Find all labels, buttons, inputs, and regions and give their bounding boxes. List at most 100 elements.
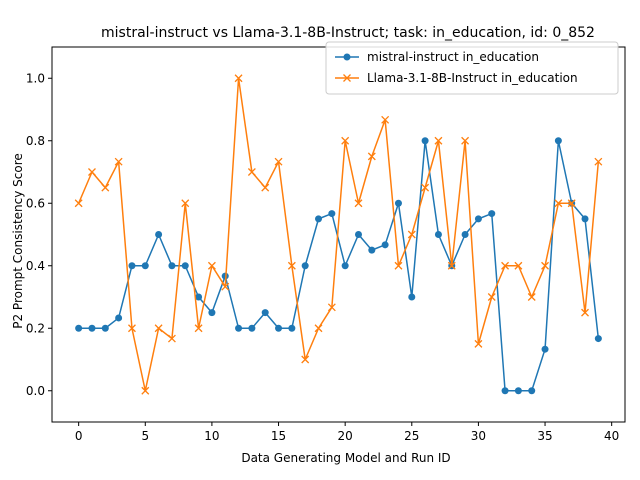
x-tick-label: 15 bbox=[271, 429, 286, 443]
data-point-circle bbox=[208, 309, 216, 317]
data-point-circle bbox=[235, 324, 243, 332]
legend: mistral-instruct in_education Llama-3.1-8… bbox=[325, 41, 619, 95]
data-point-x bbox=[447, 261, 456, 270]
data-point-x bbox=[114, 157, 123, 166]
data-point-x bbox=[207, 261, 216, 270]
y-tick-label: 0.8 bbox=[26, 134, 45, 148]
data-point-x bbox=[554, 199, 563, 208]
legend-box bbox=[325, 41, 619, 95]
data-point-circle bbox=[514, 387, 522, 395]
y-tick-label: 0.0 bbox=[26, 384, 45, 398]
chart-title: mistral-instruct vs Llama-3.1-8B-Instruc… bbox=[101, 25, 595, 41]
data-point-x bbox=[74, 199, 83, 208]
x-tick-label: 20 bbox=[338, 429, 353, 443]
data-point-circle bbox=[541, 345, 549, 353]
data-point-circle bbox=[88, 324, 96, 332]
data-point-circle bbox=[128, 262, 136, 270]
data-point-x bbox=[527, 293, 536, 301]
x-tick-label: 30 bbox=[471, 429, 486, 443]
data-point-x bbox=[474, 339, 483, 348]
data-point-x bbox=[354, 199, 363, 208]
data-point-circle bbox=[75, 324, 83, 332]
data-point-x bbox=[567, 199, 576, 208]
data-point-circle bbox=[488, 210, 496, 218]
data-point-circle bbox=[328, 210, 336, 218]
data-point-x bbox=[327, 303, 336, 312]
plot-area: 0 5 10 15 20 25 30 35 40 0.0 0.2 0.4 0.6 0.8 1.0 bbox=[26, 46, 626, 443]
x-tick-label: 25 bbox=[404, 429, 419, 443]
legend-marker-x bbox=[343, 74, 351, 82]
data-point-circle bbox=[301, 262, 309, 270]
data-point-x bbox=[434, 136, 443, 145]
data-point-circle bbox=[141, 262, 149, 270]
data-point-x bbox=[501, 261, 510, 270]
data-point-x bbox=[247, 168, 256, 176]
y-tick-label: 0.6 bbox=[26, 196, 45, 210]
data-point-circle bbox=[248, 324, 256, 332]
data-point-circle bbox=[168, 262, 176, 270]
data-point-circle bbox=[381, 241, 389, 249]
data-point-circle bbox=[181, 262, 189, 270]
data-point-x bbox=[154, 324, 163, 333]
data-point-circle bbox=[155, 231, 163, 238]
data-point-circle bbox=[315, 215, 323, 223]
data-point-circle bbox=[341, 262, 349, 270]
data-point-circle bbox=[434, 231, 442, 238]
y-tick-label: 0.4 bbox=[26, 259, 45, 273]
data-point-circle bbox=[275, 324, 283, 332]
data-point-x bbox=[194, 324, 203, 333]
data-point-circle bbox=[354, 231, 362, 238]
data-point-circle bbox=[101, 324, 109, 332]
data-point-circle bbox=[408, 293, 416, 301]
x-tick-label: 10 bbox=[204, 429, 219, 443]
data-point-x bbox=[127, 324, 136, 333]
data-point-x bbox=[88, 168, 96, 176]
data-point-circle bbox=[461, 231, 469, 238]
data-point-x bbox=[394, 261, 403, 270]
data-point-circle bbox=[368, 246, 376, 254]
data-point-circle bbox=[394, 199, 402, 207]
series-line-2 bbox=[77, 77, 600, 392]
y-tick-label: 0.2 bbox=[26, 321, 45, 335]
data-point-circle bbox=[501, 387, 509, 395]
data-point-circle bbox=[288, 324, 296, 332]
data-point-x bbox=[487, 293, 496, 301]
data-point-x bbox=[421, 183, 430, 192]
data-point-x bbox=[234, 74, 243, 83]
data-point-circle bbox=[528, 387, 536, 395]
data-point-x bbox=[581, 308, 589, 317]
x-tick-label: 0 bbox=[75, 429, 83, 443]
x-tick-label: 40 bbox=[604, 429, 619, 443]
legend-label: Llama-3.1-8B-Instruct in_education bbox=[367, 71, 578, 85]
data-point-x bbox=[594, 157, 603, 166]
data-point-x bbox=[261, 183, 270, 192]
data-point-x bbox=[141, 386, 150, 395]
legend-label: mistral-instruct in_education bbox=[367, 50, 539, 64]
data-point-x bbox=[287, 261, 296, 270]
data-point-x bbox=[514, 261, 523, 270]
data-point-x bbox=[167, 334, 176, 343]
x-tick-label: 35 bbox=[537, 429, 552, 443]
data-point-x bbox=[301, 355, 310, 364]
data-point-x bbox=[101, 183, 110, 192]
data-point-circle bbox=[594, 335, 602, 343]
data-point-circle bbox=[421, 137, 429, 145]
y-tick-label: 1.0 bbox=[26, 71, 45, 85]
data-point-x bbox=[314, 324, 323, 333]
data-point-x bbox=[274, 157, 283, 166]
y-axis-label: P2 Prompt Consistency Score bbox=[11, 153, 25, 329]
data-point-x bbox=[381, 115, 390, 124]
data-point-circle bbox=[115, 314, 123, 322]
x-axis-label: Data Generating Model and Run ID bbox=[241, 451, 450, 465]
data-point-x bbox=[221, 282, 230, 291]
data-point-x bbox=[541, 261, 550, 270]
legend-marker-circle bbox=[343, 53, 351, 61]
data-point-circle bbox=[581, 215, 589, 223]
data-point-x bbox=[407, 230, 416, 239]
data-point-circle bbox=[195, 293, 203, 301]
data-point-circle bbox=[474, 215, 482, 223]
data-point-x bbox=[367, 152, 376, 161]
data-point-x bbox=[461, 136, 470, 145]
data-point-x bbox=[181, 199, 190, 208]
